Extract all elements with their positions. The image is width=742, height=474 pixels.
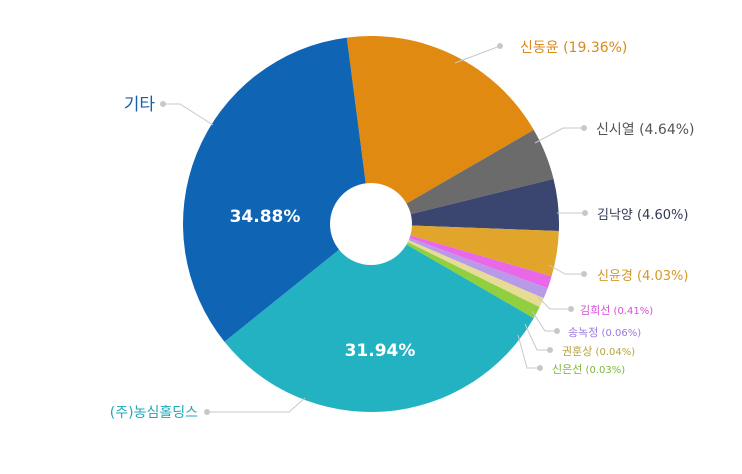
slice-percent-3: (4.60%) (633, 208, 689, 223)
leader-line-8 (517, 334, 540, 369)
slice-percent-4: (4.03%) (633, 269, 689, 284)
leader-dot-7 (547, 347, 553, 353)
leader-line-9 (210, 397, 306, 413)
leader-dot-3 (582, 210, 588, 216)
pie-slice-9 (224, 224, 534, 412)
slice-name-2: 신시열 (596, 122, 635, 138)
slice-labels: 신동윤 (19.36%) 신시열 (4.64%) 김낙양 (4.60%) 신윤경 (4… (110, 40, 695, 421)
donut-hole (330, 183, 412, 265)
leader-dot-10 (160, 101, 166, 107)
leader-line-1 (454, 45, 501, 64)
pie-slice-5 (371, 224, 552, 289)
slice-label-6: 송녹정 (0.06%) (568, 326, 641, 339)
slice-name-6: 송녹정 (568, 326, 598, 339)
slice-label-3: 김낙양 (4.60%) (597, 208, 688, 223)
leader-line-7 (524, 323, 550, 351)
pie-slice-10 (183, 37, 371, 342)
leader-line-5 (537, 296, 571, 310)
slice-label-1: 신동윤 (19.36%) (520, 40, 627, 56)
slice-percent-8: (0.03%) (582, 365, 625, 376)
leader-dot-9 (204, 409, 210, 415)
inner-percent-label-9: 31.94% (345, 341, 416, 361)
leader-line-4 (548, 264, 584, 275)
slice-percent-1: (19.36%) (559, 40, 628, 56)
pie-slice-2 (371, 129, 554, 224)
slice-label-8: 신은선 (0.03%) (552, 363, 625, 376)
inner-percent-label-10: 34.88% (230, 207, 301, 227)
slice-name-5: 김희선 (580, 304, 610, 317)
slice-percent-7: (0.04%) (592, 347, 635, 358)
slice-label-4: 신윤경 (4.03%) (597, 269, 688, 284)
leader-dot-6 (554, 328, 560, 334)
slice-name-8: 신은선 (552, 363, 582, 376)
leader-line-2 (534, 127, 584, 144)
leader-line-10 (166, 103, 214, 126)
slice-name-4: 신윤경 (597, 269, 633, 284)
pie-slice-8 (371, 224, 540, 319)
pie-slice-4 (371, 224, 559, 277)
slice-label-10: 기타 (124, 95, 156, 115)
leader-dot-8 (537, 365, 543, 371)
leader-lines (160, 43, 588, 415)
leader-dot-1 (497, 43, 503, 49)
pie-slice-1 (346, 36, 534, 224)
slice-percent-5: (0.41%) (610, 306, 653, 317)
slice-name-10: 기타 (124, 95, 156, 115)
slice-label-9: (주)농심홀딩스 (110, 405, 198, 421)
slice-percent-6: (0.06%) (598, 328, 641, 339)
pie-slices (183, 36, 559, 412)
pie-slice-7 (371, 224, 544, 308)
slice-label-2: 신시열 (4.64%) (596, 122, 695, 138)
slice-name-1: 신동윤 (520, 40, 559, 56)
leader-line-6 (531, 310, 557, 332)
pie-slice-3 (371, 178, 559, 231)
pie-slice-6 (371, 224, 548, 299)
slice-label-7: 권훈상 (0.04%) (562, 345, 635, 358)
leader-dot-4 (581, 271, 587, 277)
slice-label-5: 김희선 (0.41%) (580, 304, 653, 317)
slice-name-3: 김낙양 (597, 208, 633, 223)
slice-percent-2: (4.64%) (635, 122, 695, 138)
leader-dot-5 (568, 306, 574, 312)
slice-name-7: 권훈상 (562, 345, 592, 358)
leader-dot-2 (581, 125, 587, 131)
slice-name-9: (주)농심홀딩스 (110, 405, 198, 421)
